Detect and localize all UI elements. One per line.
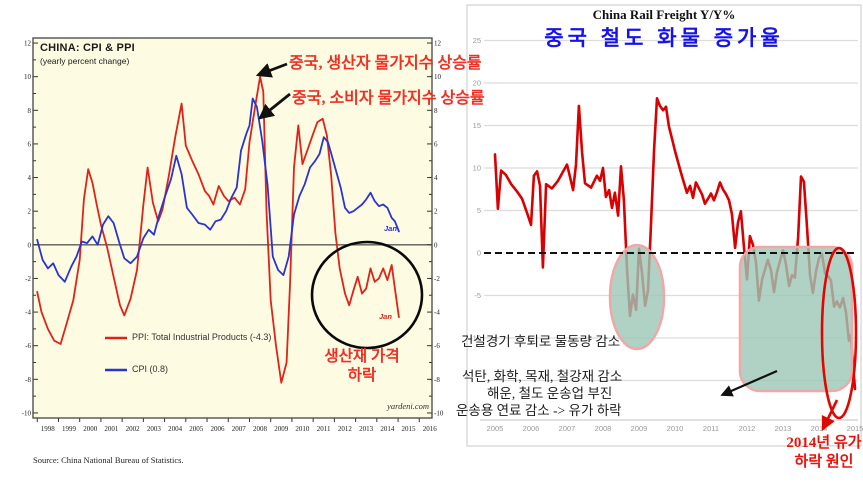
watermark: yardeni.com — [387, 401, 429, 411]
svg-text:-8: -8 — [25, 376, 31, 384]
svg-text:2006: 2006 — [523, 424, 540, 433]
freight-note-construction: 건설경기 후퇴로 물동량 감소 — [461, 334, 621, 349]
svg-text:2014: 2014 — [811, 424, 828, 433]
highlight-2009-ellipse — [608, 243, 666, 351]
producer-price-drop-note-line1: 생산재 가격 — [324, 348, 400, 365]
svg-text:2010: 2010 — [295, 425, 310, 433]
ppi-decline-circle — [310, 240, 424, 350]
ppi-peak-arrow — [255, 62, 288, 78]
legend-cpi-label: CPI (0.8) — [132, 364, 169, 374]
oil-price-drop-note-line1: 2014년 유가 — [786, 435, 862, 451]
oil-drop-circle — [820, 246, 858, 420]
svg-text:2: 2 — [28, 208, 32, 216]
svg-text:2: 2 — [434, 208, 438, 216]
svg-text:10: 10 — [24, 73, 32, 81]
svg-text:2008: 2008 — [253, 425, 268, 433]
svg-text:2008: 2008 — [595, 424, 612, 433]
svg-text:2006: 2006 — [211, 425, 226, 433]
svg-text:-8: -8 — [434, 376, 440, 384]
svg-text:2001: 2001 — [104, 425, 119, 433]
svg-text:2012: 2012 — [338, 425, 353, 433]
svg-text:2012: 2012 — [739, 424, 756, 433]
svg-text:2011: 2011 — [317, 425, 331, 433]
right-chart-title: China Rail Freight Y/Y% — [592, 7, 736, 22]
svg-text:10: 10 — [434, 73, 442, 81]
svg-text:4: 4 — [434, 174, 438, 182]
cpi-ppi-chart: -10 -10 -8 -8 -6 -6 -4 -4 -2 -2 0 0 2 2 4 4 6 6 8 8 10 10 12 12… — [22, 37, 444, 433]
ppi-annotation-note: 중국, 생산자 물가지수 상승률 — [289, 55, 482, 72]
svg-text:-4: -4 — [25, 309, 31, 317]
svg-text:2010: 2010 — [667, 424, 684, 433]
svg-text:2014: 2014 — [380, 425, 395, 433]
svg-text:6: 6 — [434, 140, 438, 148]
svg-text:2009: 2009 — [631, 424, 648, 433]
svg-text:0: 0 — [477, 249, 481, 258]
svg-text:2003: 2003 — [147, 425, 162, 433]
svg-text:8: 8 — [28, 107, 32, 115]
svg-text:2015: 2015 — [402, 425, 417, 433]
svg-text:2007: 2007 — [232, 425, 247, 433]
freight-note-arrow — [720, 369, 778, 397]
svg-text:12: 12 — [434, 40, 442, 48]
freight-note-commodities: 석탄, 화학, 목재, 철강재 감소 — [462, 369, 623, 384]
svg-text:-6: -6 — [25, 342, 31, 350]
ppi-end-label: Jan — [379, 312, 392, 321]
rail-freight-line-group — [493, 97, 857, 391]
oil-price-drop-note-line2: 하락 원인 — [794, 453, 854, 470]
left-chart-title: CHINA: CPI & PPI — [40, 42, 135, 54]
cpi-annotation-note: 중국, 소비자 물가지수 상승률 — [292, 90, 485, 107]
svg-text:8: 8 — [434, 107, 438, 115]
oil-drop-arrow — [821, 399, 839, 431]
svg-text:2009: 2009 — [274, 425, 289, 433]
svg-text:4: 4 — [28, 174, 32, 182]
svg-text:-10: -10 — [470, 334, 481, 343]
svg-text:2005: 2005 — [189, 425, 204, 433]
cpi-line — [36, 97, 400, 283]
svg-text:2000: 2000 — [83, 425, 98, 433]
svg-text:-2: -2 — [25, 275, 31, 283]
svg-text:10: 10 — [473, 164, 481, 173]
oil-price-drop-note: 2014년 유가 하락 원인 — [779, 434, 863, 472]
svg-text:-6: -6 — [434, 342, 440, 350]
svg-text:-10: -10 — [22, 409, 32, 417]
svg-text:2016: 2016 — [423, 425, 438, 433]
svg-text:2005: 2005 — [487, 424, 504, 433]
svg-text:-2: -2 — [434, 275, 440, 283]
svg-text:20: 20 — [473, 79, 481, 88]
svg-text:2013: 2013 — [775, 424, 792, 433]
producer-price-drop-note-line2: 하락 — [347, 367, 377, 385]
highlight-2012-2015-region — [738, 245, 854, 393]
svg-text:6: 6 — [28, 140, 32, 148]
svg-text:-10: -10 — [434, 409, 444, 417]
svg-text:12: 12 — [24, 40, 32, 48]
svg-text:0: 0 — [434, 241, 438, 249]
cpi-end-label: Jan — [384, 224, 397, 233]
svg-text:2004: 2004 — [168, 425, 183, 433]
svg-text:5: 5 — [477, 206, 481, 215]
svg-text:1999: 1999 — [62, 425, 77, 433]
rail-freight-line — [493, 97, 857, 391]
source-note: Source: China National Bureau of Statist… — [33, 455, 184, 465]
freight-note-shipping: 해운, 철도 운송업 부진 — [487, 386, 613, 401]
freight-note-fuel: 운송용 연료 감소 -> 유가 하락 — [456, 403, 622, 418]
left-chart-subtitle: (yearly percent change) — [40, 56, 130, 66]
svg-text:2002: 2002 — [126, 425, 141, 433]
producer-price-drop-note: 생산재 가격 하락 — [306, 347, 418, 386]
svg-text:1998: 1998 — [41, 425, 56, 433]
svg-text:-5: -5 — [474, 291, 481, 300]
svg-text:15: 15 — [473, 121, 481, 130]
svg-text:-4: -4 — [434, 309, 440, 317]
right-chart-title-korean: 중국 철도 화물 증가율 — [544, 27, 784, 50]
cpi-peak-arrow — [258, 92, 291, 120]
svg-text:2007: 2007 — [559, 424, 576, 433]
svg-text:0: 0 — [28, 241, 32, 249]
svg-text:25: 25 — [473, 36, 481, 45]
svg-text:2013: 2013 — [359, 425, 374, 433]
legend-ppi-label: PPI: Total Industrial Products (-4.3) — [132, 332, 272, 342]
svg-text:2011: 2011 — [703, 424, 719, 433]
svg-text:2015: 2015 — [847, 424, 863, 433]
